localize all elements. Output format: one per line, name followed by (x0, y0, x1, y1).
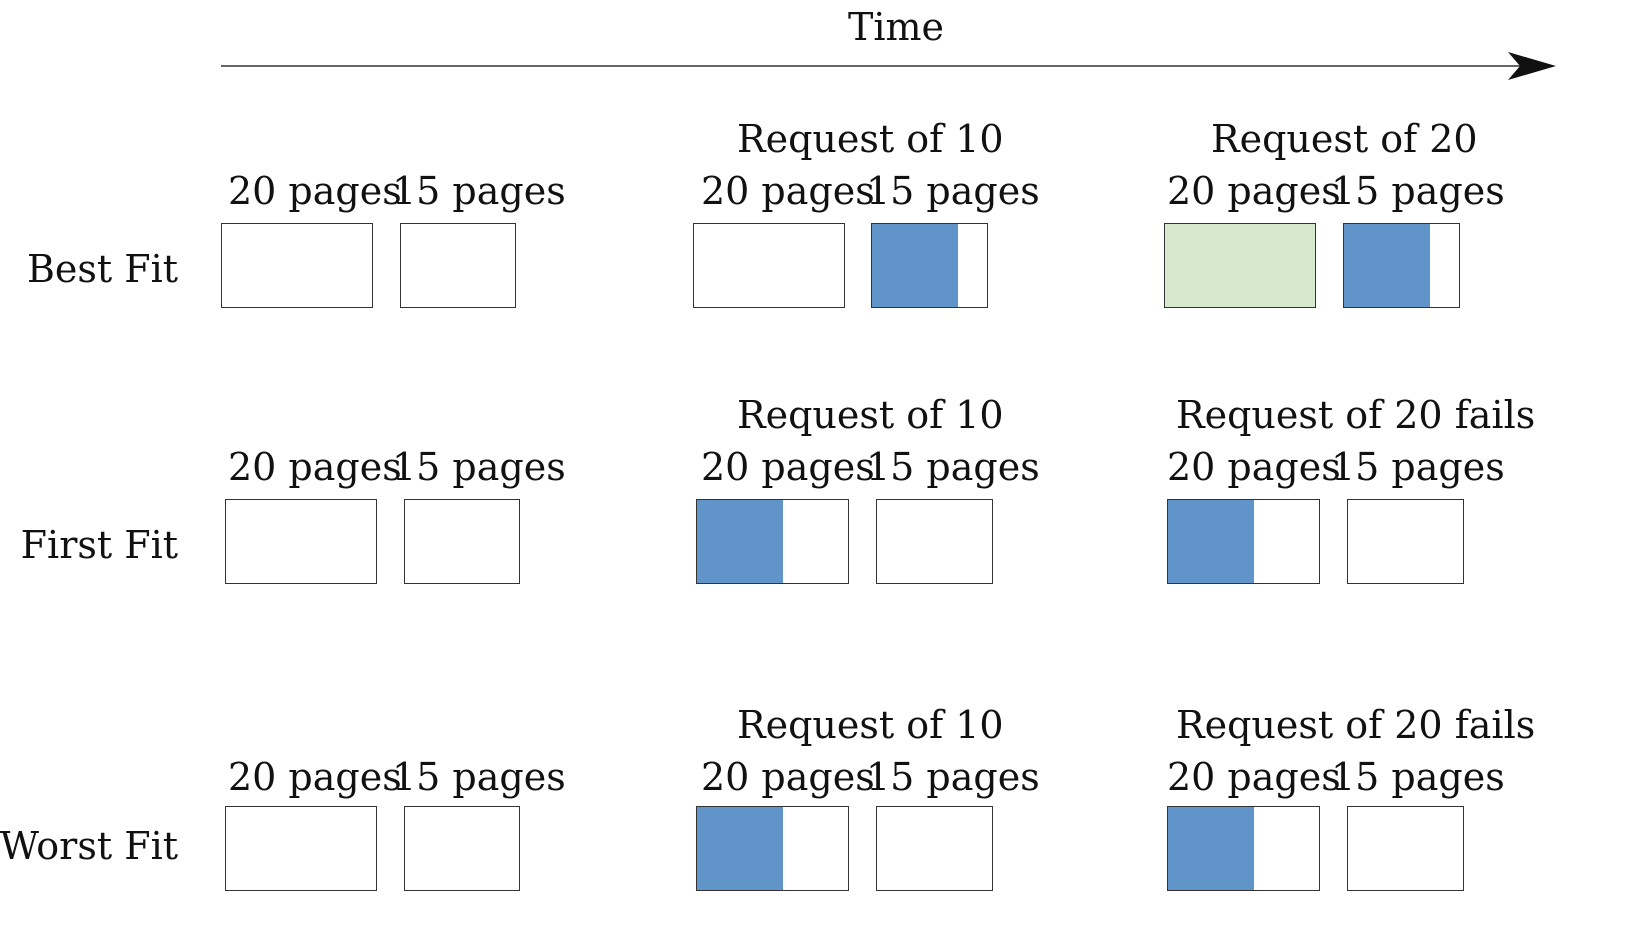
memory-block-20 (221, 223, 373, 308)
memory-block-15 (1347, 499, 1464, 584)
block-label: 15 pages (866, 755, 1040, 799)
block-label: 20 pages (228, 169, 402, 213)
block-label: 20 pages (701, 445, 875, 489)
allocated-segment (1168, 500, 1255, 583)
memory-block-20 (696, 499, 849, 584)
memory-block-15 (876, 806, 993, 891)
memory-block-20 (696, 806, 849, 891)
block-label: 15 pages (1331, 169, 1505, 213)
block-label: 15 pages (392, 169, 566, 213)
allocated-segment (697, 500, 784, 583)
memory-block-15 (1343, 223, 1460, 308)
allocated-segment (697, 807, 784, 890)
block-label: 15 pages (866, 445, 1040, 489)
block-label: 20 pages (701, 755, 875, 799)
request-label: Request of 20 (1211, 117, 1478, 161)
block-label: 20 pages (228, 755, 402, 799)
memory-block-15 (876, 499, 993, 584)
memory-block-15 (404, 499, 520, 584)
block-label: 15 pages (392, 445, 566, 489)
row-label-first-fit: First Fit (20, 523, 178, 567)
request-label: Request of 10 (737, 117, 1004, 161)
memory-block-20 (1167, 806, 1320, 891)
request-label: Request of 20 fails (1176, 393, 1536, 437)
memory-block-15 (871, 223, 988, 308)
memory-block-15 (404, 806, 520, 891)
allocated-segment (1344, 224, 1431, 307)
memory-block-20 (1164, 223, 1316, 308)
row-label-worst-fit: Worst Fit (0, 824, 178, 868)
memory-block-15 (400, 223, 516, 308)
request-label: Request of 10 (737, 703, 1004, 747)
block-label: 20 pages (1167, 755, 1341, 799)
allocated-segment (1168, 807, 1255, 890)
row-label-best-fit: Best Fit (26, 247, 178, 291)
block-label: 15 pages (866, 169, 1040, 213)
block-label: 20 pages (701, 169, 875, 213)
block-label: 20 pages (1167, 169, 1341, 213)
request-label: Request of 20 fails (1176, 703, 1536, 747)
time-arrow (221, 52, 1556, 80)
memory-block-20 (1167, 499, 1320, 584)
allocated-segment (1165, 224, 1315, 307)
memory-block-15 (1347, 806, 1464, 891)
block-label: 15 pages (1331, 755, 1505, 799)
request-label: Request of 10 (737, 393, 1004, 437)
block-label: 20 pages (228, 445, 402, 489)
memory-block-20 (225, 806, 377, 891)
allocated-segment (872, 224, 959, 307)
time-label: Time (848, 5, 945, 49)
block-label: 20 pages (1167, 445, 1341, 489)
memory-block-20 (225, 499, 377, 584)
block-label: 15 pages (392, 755, 566, 799)
memory-block-20 (693, 223, 845, 308)
block-label: 15 pages (1331, 445, 1505, 489)
